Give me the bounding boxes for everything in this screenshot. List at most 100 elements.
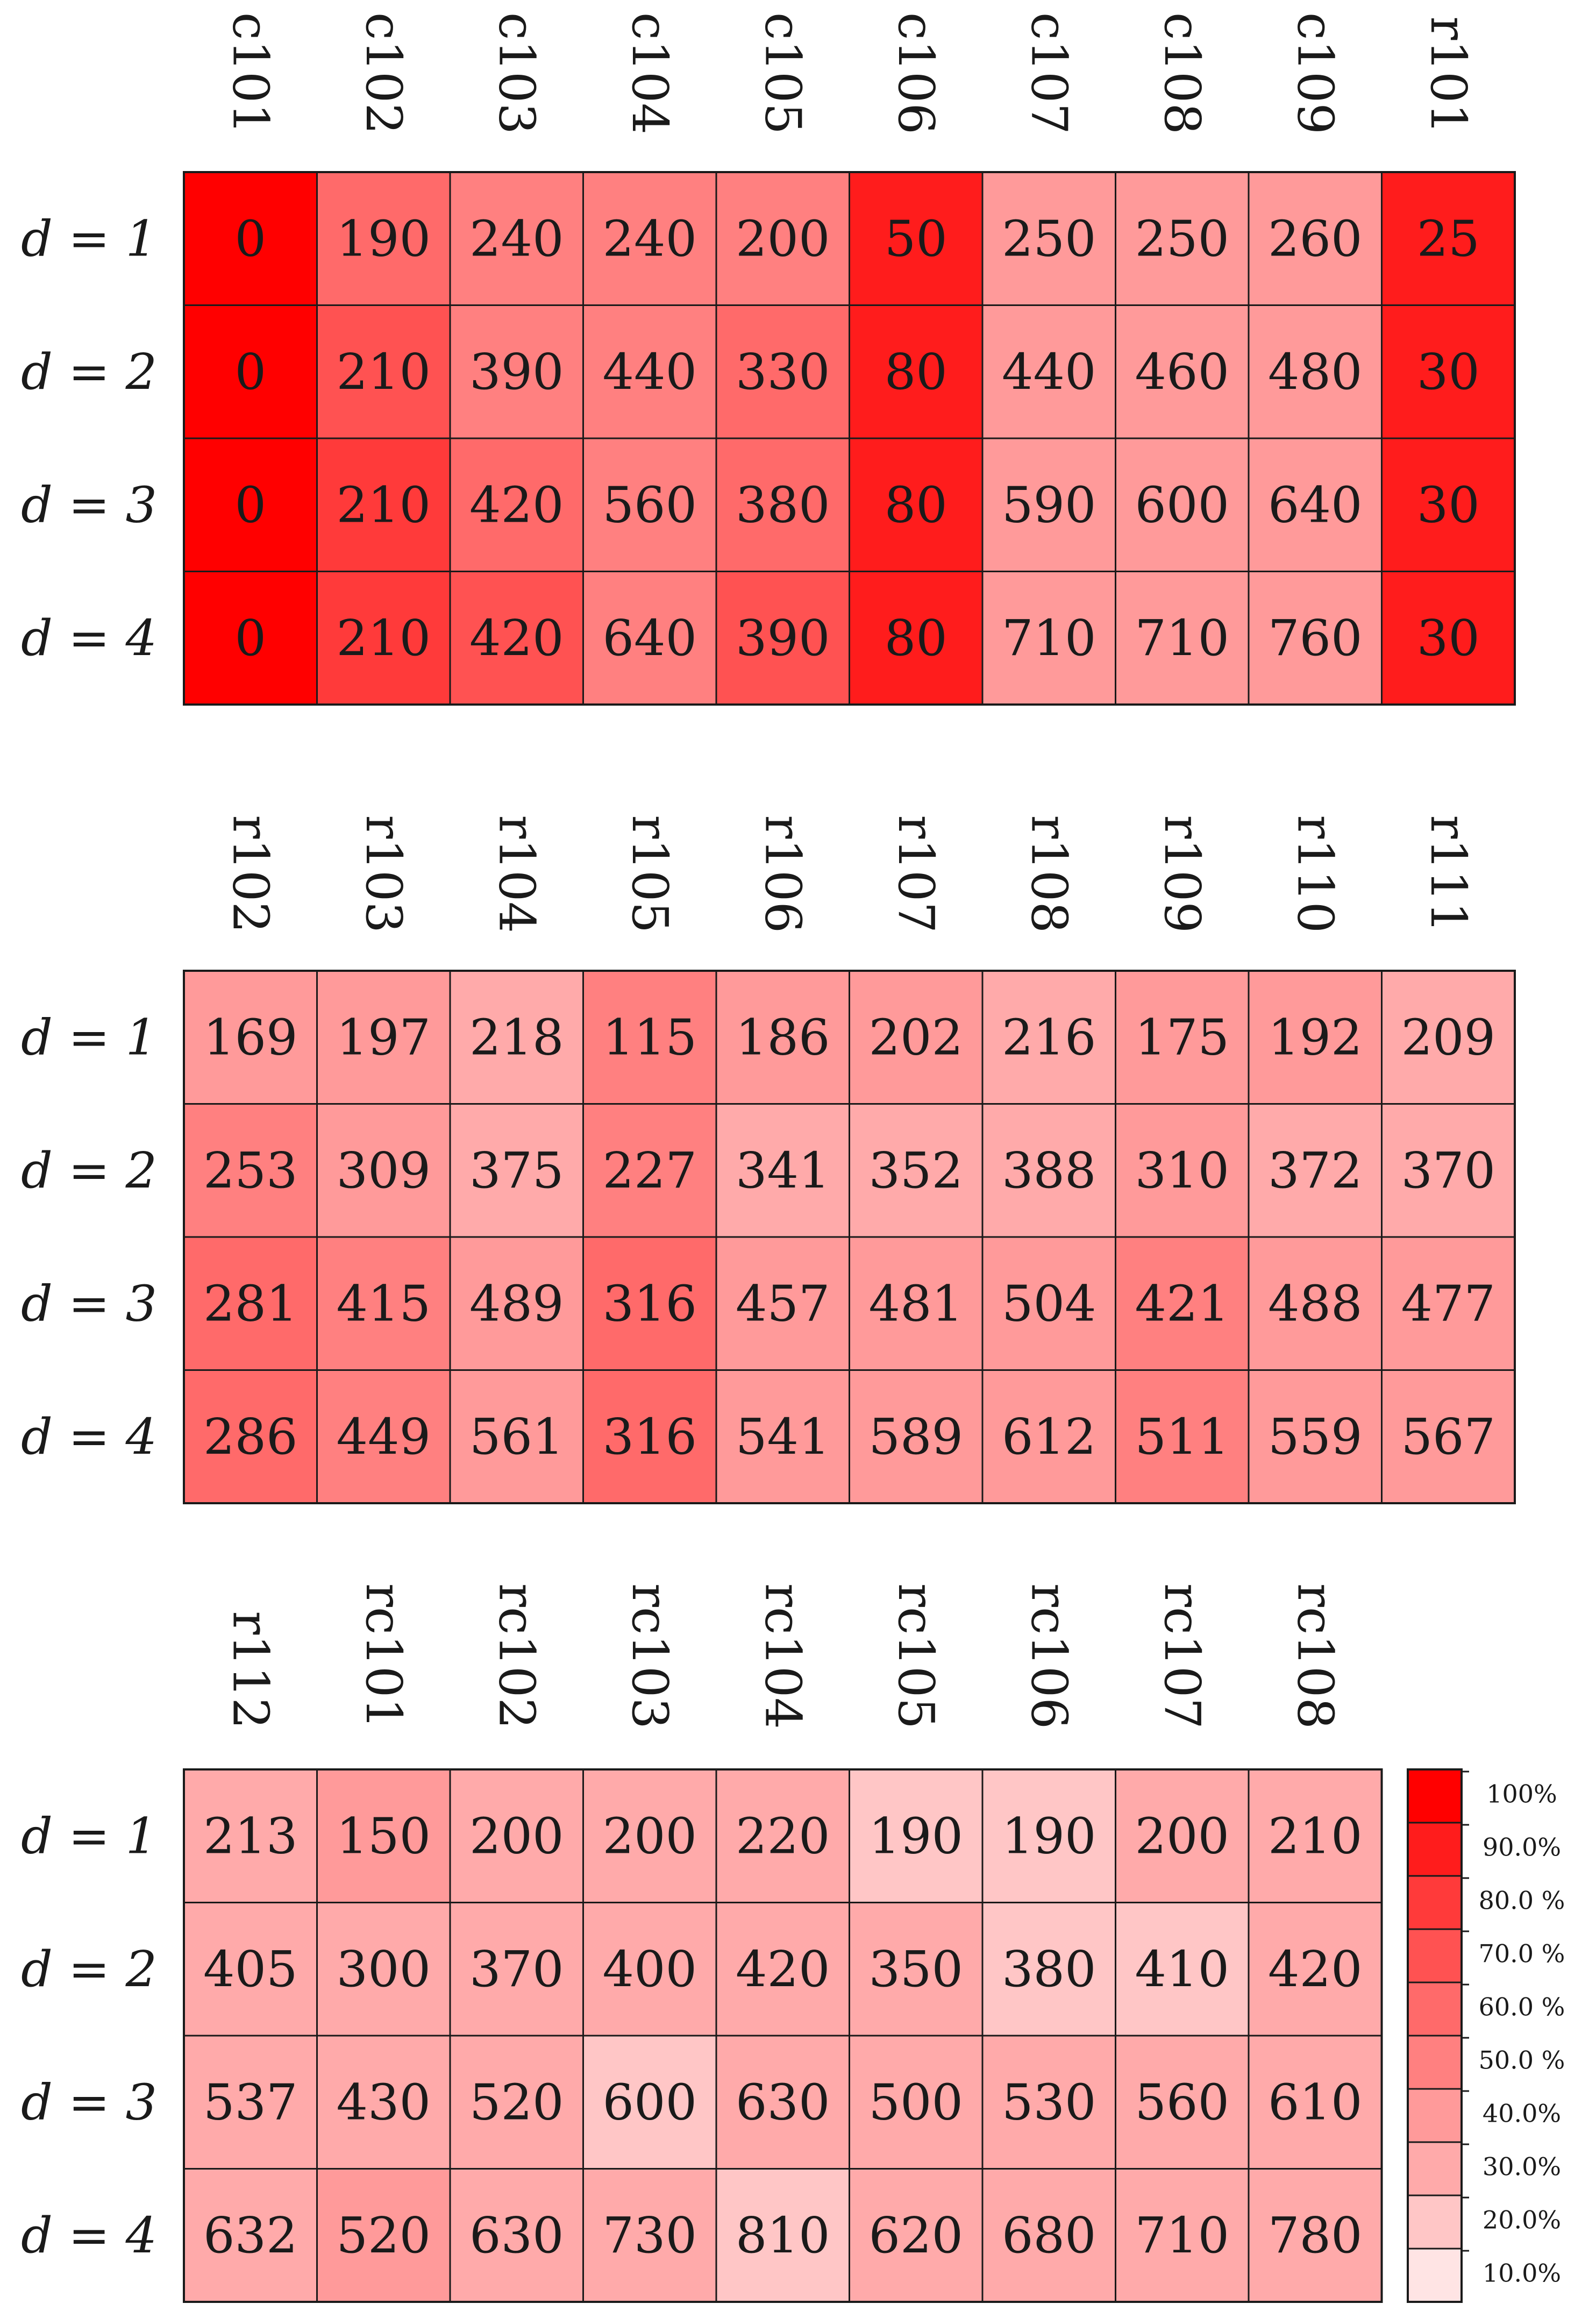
heatmap-panel-2: r102 r103 r104 r105 r106 r107 r108 r109 r110 r111… — [21, 815, 1516, 1504]
cell-value: 530 — [1002, 2073, 1096, 2131]
legend-swatch — [1407, 1822, 1463, 1877]
panel-border — [183, 171, 1516, 706]
column-label: r107 — [887, 815, 945, 933]
legend-label: 30.0% — [1483, 2152, 1561, 2181]
cell-value: 309 — [336, 1142, 431, 1199]
legend-swatch — [1407, 1928, 1463, 1983]
cell-value: 190 — [868, 1807, 963, 1865]
row-label: d = 2 — [21, 1940, 157, 1998]
column-label: r105 — [621, 815, 679, 933]
heatmap-cell — [981, 437, 1116, 572]
heatmap-cell — [1115, 304, 1250, 439]
heatmap-cell — [981, 2035, 1116, 2170]
heatmap-cell — [715, 437, 850, 572]
legend-swatch — [1407, 1981, 1463, 2037]
cell-value: 420 — [469, 609, 564, 667]
heatmap-cell — [582, 1369, 717, 1504]
heatmap-cell — [1115, 571, 1250, 706]
column-label: r108 — [1020, 815, 1078, 933]
heatmap-cell — [715, 2035, 850, 2170]
cell-value: 200 — [469, 1807, 564, 1865]
cell-value: 600 — [1135, 476, 1229, 534]
column-label: c103 — [488, 12, 545, 134]
cell-value: 80 — [885, 609, 947, 667]
heatmap-cell — [981, 1103, 1116, 1238]
cell-value: 730 — [602, 2207, 697, 2264]
cell-value: 420 — [1268, 1940, 1363, 1998]
heatmap-cell — [715, 2168, 850, 2303]
heatmap-cell — [1381, 1103, 1516, 1238]
heatmap-cell — [1115, 1902, 1250, 2037]
row-label: d = 4 — [21, 1408, 157, 1466]
row-label: d = 1 — [21, 1807, 157, 1865]
cell-value: 240 — [469, 210, 564, 267]
cell-value: 420 — [469, 476, 564, 534]
cell-value: 341 — [736, 1142, 830, 1199]
column-label: rc102 — [488, 1583, 545, 1729]
cell-value: 250 — [1135, 210, 1229, 267]
cell-value: 115 — [602, 1008, 697, 1066]
cell-value: 330 — [736, 343, 830, 401]
cell-value: 210 — [336, 343, 431, 401]
heatmap-cell — [183, 171, 318, 306]
heatmap-cell — [715, 171, 850, 306]
heatmap-cell — [449, 1902, 584, 2037]
column-label: r106 — [754, 815, 811, 933]
cell-value: 589 — [868, 1408, 963, 1466]
cell-value: 710 — [1002, 609, 1096, 667]
cell-value: 218 — [469, 1008, 564, 1066]
cell-value: 316 — [602, 1408, 697, 1466]
cell-value: 253 — [203, 1142, 298, 1199]
heatmap-cell — [582, 1236, 717, 1371]
cell-value: 380 — [1002, 1940, 1096, 1998]
cell-value: 457 — [736, 1275, 830, 1332]
cell-value: 372 — [1268, 1142, 1363, 1199]
column-label: rc101 — [355, 1583, 412, 1729]
cell-value: 477 — [1401, 1275, 1495, 1332]
heatmap-cell — [849, 1103, 984, 1238]
heatmap-cell — [183, 2168, 318, 2303]
column-label: r101 — [1420, 16, 1477, 134]
heatmap-cell — [1381, 171, 1516, 306]
heatmap-cell — [316, 304, 451, 439]
heatmap-cell — [183, 1369, 318, 1504]
cell-value: 500 — [868, 2073, 963, 2131]
cell-value: 620 — [868, 2207, 963, 2264]
column-label: rc108 — [1286, 1583, 1344, 1729]
cell-value: 640 — [602, 609, 697, 667]
cell-value: 350 — [868, 1940, 963, 1998]
panel-border — [183, 1768, 1383, 2303]
cell-value: 210 — [336, 476, 431, 534]
heatmap-cell — [582, 171, 717, 306]
heatmap-cell — [582, 2035, 717, 2170]
cell-value: 610 — [1268, 2073, 1363, 2131]
cell-value: 390 — [736, 609, 830, 667]
cell-value: 405 — [203, 1940, 298, 1998]
column-label: r103 — [355, 815, 412, 933]
heatmap-cell — [449, 437, 584, 572]
legend-label: 40.0% — [1483, 2099, 1561, 2128]
column-label: r109 — [1153, 815, 1211, 933]
cell-value: 561 — [469, 1408, 564, 1466]
cell-value: 240 — [602, 210, 697, 267]
legend-label: 90.0% — [1483, 1833, 1561, 1862]
cell-value: 520 — [469, 2073, 564, 2131]
heatmap-cell — [582, 970, 717, 1105]
cell-value: 370 — [469, 1940, 564, 1998]
cell-value: 511 — [1135, 1408, 1229, 1466]
cell-value: 210 — [1268, 1807, 1363, 1865]
cell-value: 380 — [736, 476, 830, 534]
cell-value: 352 — [868, 1142, 963, 1199]
column-label: c104 — [621, 12, 679, 134]
cell-value: 150 — [336, 1807, 431, 1865]
cell-value: 200 — [736, 210, 830, 267]
heatmap-cell — [1115, 171, 1250, 306]
cell-value: 202 — [868, 1008, 963, 1066]
panel-border — [183, 970, 1516, 1504]
column-label: r102 — [222, 815, 279, 933]
cell-value: 560 — [1135, 2073, 1229, 2131]
heatmap-cell — [183, 437, 318, 572]
cell-value: 710 — [1135, 609, 1229, 667]
heatmap-cell — [715, 1902, 850, 2037]
row-label: d = 4 — [21, 609, 157, 667]
